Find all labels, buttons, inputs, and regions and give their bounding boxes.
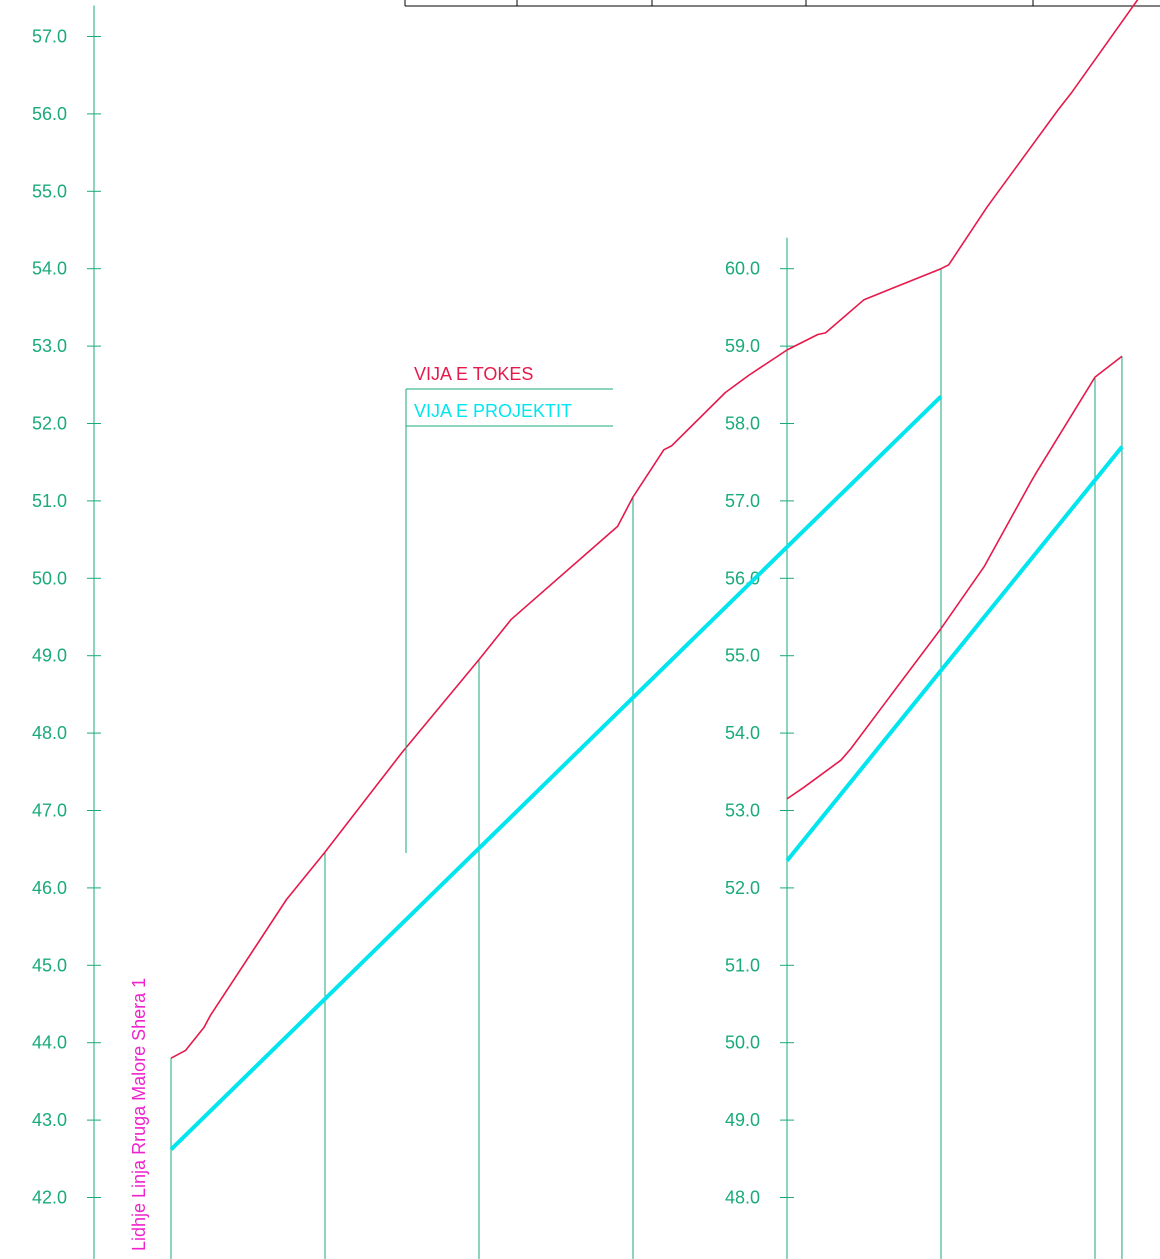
y-tick-label: 54.0 [32, 259, 67, 279]
ground-line [786, 355, 1123, 800]
y-tick-label: 51.0 [32, 491, 67, 511]
y-tick-label: 53.0 [32, 336, 67, 356]
y-tick-label: 58.0 [725, 414, 760, 434]
y-tick-label: 49.0 [32, 646, 67, 666]
legend-entry-tokes: VIJA E TOKES [414, 364, 533, 384]
design-line [169, 394, 943, 1151]
station-gridlines [170, 268, 1123, 1259]
y-tick-label: 51.0 [725, 955, 760, 975]
y-tick-label: 55.0 [725, 646, 760, 666]
y-tick-label: 50.0 [725, 1033, 760, 1053]
y-tick-label: 43.0 [32, 1110, 67, 1130]
axes: 42.0 43.0 44.0 45.0 46.0 47.0 48.0 49.0 50.0 51.0… [32, 5, 794, 1259]
y-tick-label: 42.0 [32, 1188, 67, 1208]
y-tick-label: 57.0 [32, 27, 67, 47]
y-tick-label: 47.0 [32, 801, 67, 821]
series-lines [169, 0, 1139, 1151]
y-tick-label: 54.0 [725, 723, 760, 743]
legend: VIJA E TOKES VIJA E PROJEKTIT [405, 364, 613, 853]
route-annotation: Lidhje Linja Rruga Malore Shera 1 [129, 978, 149, 1251]
y-tick-label: 52.0 [32, 414, 67, 434]
y-tick-label: 60.0 [725, 259, 760, 279]
y-tick-label: 45.0 [32, 955, 67, 975]
y-tick-label: 48.0 [725, 1188, 760, 1208]
y-tick-label: 44.0 [32, 1033, 67, 1053]
y-tick-label: 53.0 [725, 801, 760, 821]
y-tick-label: 46.0 [32, 878, 67, 898]
y-tick-label: 56.0 [32, 104, 67, 124]
y-tick-label: 59.0 [725, 336, 760, 356]
y-tick-label: 50.0 [32, 568, 67, 588]
ground-line [170, 0, 1139, 1059]
header-table-fragment [404, 0, 1160, 7]
legend-entry-projektit: VIJA E PROJEKTIT [414, 401, 572, 421]
y-tick-label: 48.0 [32, 723, 67, 743]
design-line [785, 445, 1124, 863]
y-tick-label: 52.0 [725, 878, 760, 898]
y-tick-label: 55.0 [32, 181, 67, 201]
y-tick-label: 57.0 [725, 491, 760, 511]
y-tick-label: 49.0 [725, 1110, 760, 1130]
